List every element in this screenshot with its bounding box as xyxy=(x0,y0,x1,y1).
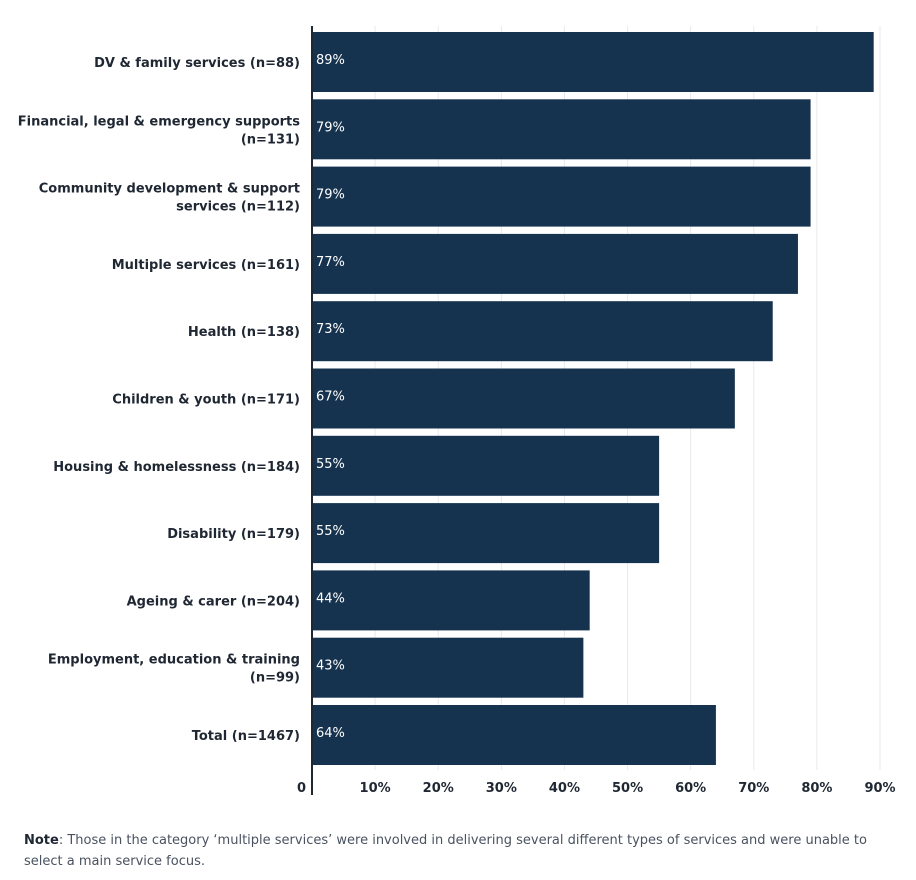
category-label: Health (n=138) xyxy=(188,325,300,340)
x-tick-label: 50% xyxy=(612,781,643,796)
value-label: 79% xyxy=(316,120,345,135)
bar xyxy=(312,705,716,765)
bar xyxy=(312,233,798,294)
bar xyxy=(312,32,874,92)
value-label: 44% xyxy=(316,591,345,606)
category-label: services (n=112) xyxy=(176,200,300,215)
category-label: Financial, legal & emergency supports xyxy=(18,114,301,129)
value-label: 55% xyxy=(316,524,345,539)
bar xyxy=(312,368,735,429)
category-label: Disability (n=179) xyxy=(167,527,300,542)
chart-note: Note: Those in the category ‘multiple se… xyxy=(24,830,884,872)
bar xyxy=(312,166,811,227)
category-label: Multiple services (n=161) xyxy=(112,258,300,273)
category-label: (n=99) xyxy=(250,671,300,686)
value-label: 67% xyxy=(316,390,345,405)
x-tick-label: 30% xyxy=(486,781,517,796)
bar xyxy=(312,435,660,496)
category-label: Total (n=1467) xyxy=(192,729,300,744)
note-label: Note xyxy=(24,833,59,848)
x-tick-label: 0 xyxy=(297,781,306,796)
category-label: Children & youth (n=171) xyxy=(112,393,300,408)
x-tick-label: 20% xyxy=(423,781,454,796)
category-label: Employment, education & training xyxy=(48,653,300,668)
x-tick-label: 40% xyxy=(549,781,580,796)
bar xyxy=(312,301,773,362)
category-label: DV & family services (n=88) xyxy=(94,56,300,71)
value-label: 64% xyxy=(316,726,345,741)
value-label: 79% xyxy=(316,188,345,203)
x-tick-label: 10% xyxy=(360,781,391,796)
bar xyxy=(312,637,584,698)
value-labels: 89% 79% 79% 77% 73% 67% 55% 55% 44% 43% 64% xyxy=(316,53,345,741)
bar xyxy=(312,570,590,631)
value-label: 43% xyxy=(316,659,345,674)
x-tick-label: 60% xyxy=(675,781,706,796)
bar-chart: DV & family services (n=88) Financial, le… xyxy=(18,26,896,796)
category-labels: DV & family services (n=88) Financial, le… xyxy=(18,56,301,744)
value-label: 73% xyxy=(316,322,345,337)
value-label: 89% xyxy=(316,53,345,68)
bar xyxy=(312,99,811,160)
category-label: Ageing & carer (n=204) xyxy=(127,594,300,609)
note-text: : Those in the category ‘multiple servic… xyxy=(24,833,867,869)
category-label: (n=131) xyxy=(241,132,300,147)
value-label: 77% xyxy=(316,255,345,270)
value-label: 55% xyxy=(316,457,345,472)
x-axis-ticks: 0 10% 20% 30% 40% 50% 60% 70% 80% 90% xyxy=(297,781,896,796)
bars xyxy=(312,32,874,765)
x-tick-label: 90% xyxy=(864,781,895,796)
category-label: Community development & support xyxy=(39,182,300,197)
x-tick-label: 80% xyxy=(801,781,832,796)
category-label: Housing & homelessness (n=184) xyxy=(53,460,300,475)
x-tick-label: 70% xyxy=(738,781,769,796)
bar xyxy=(312,503,660,564)
